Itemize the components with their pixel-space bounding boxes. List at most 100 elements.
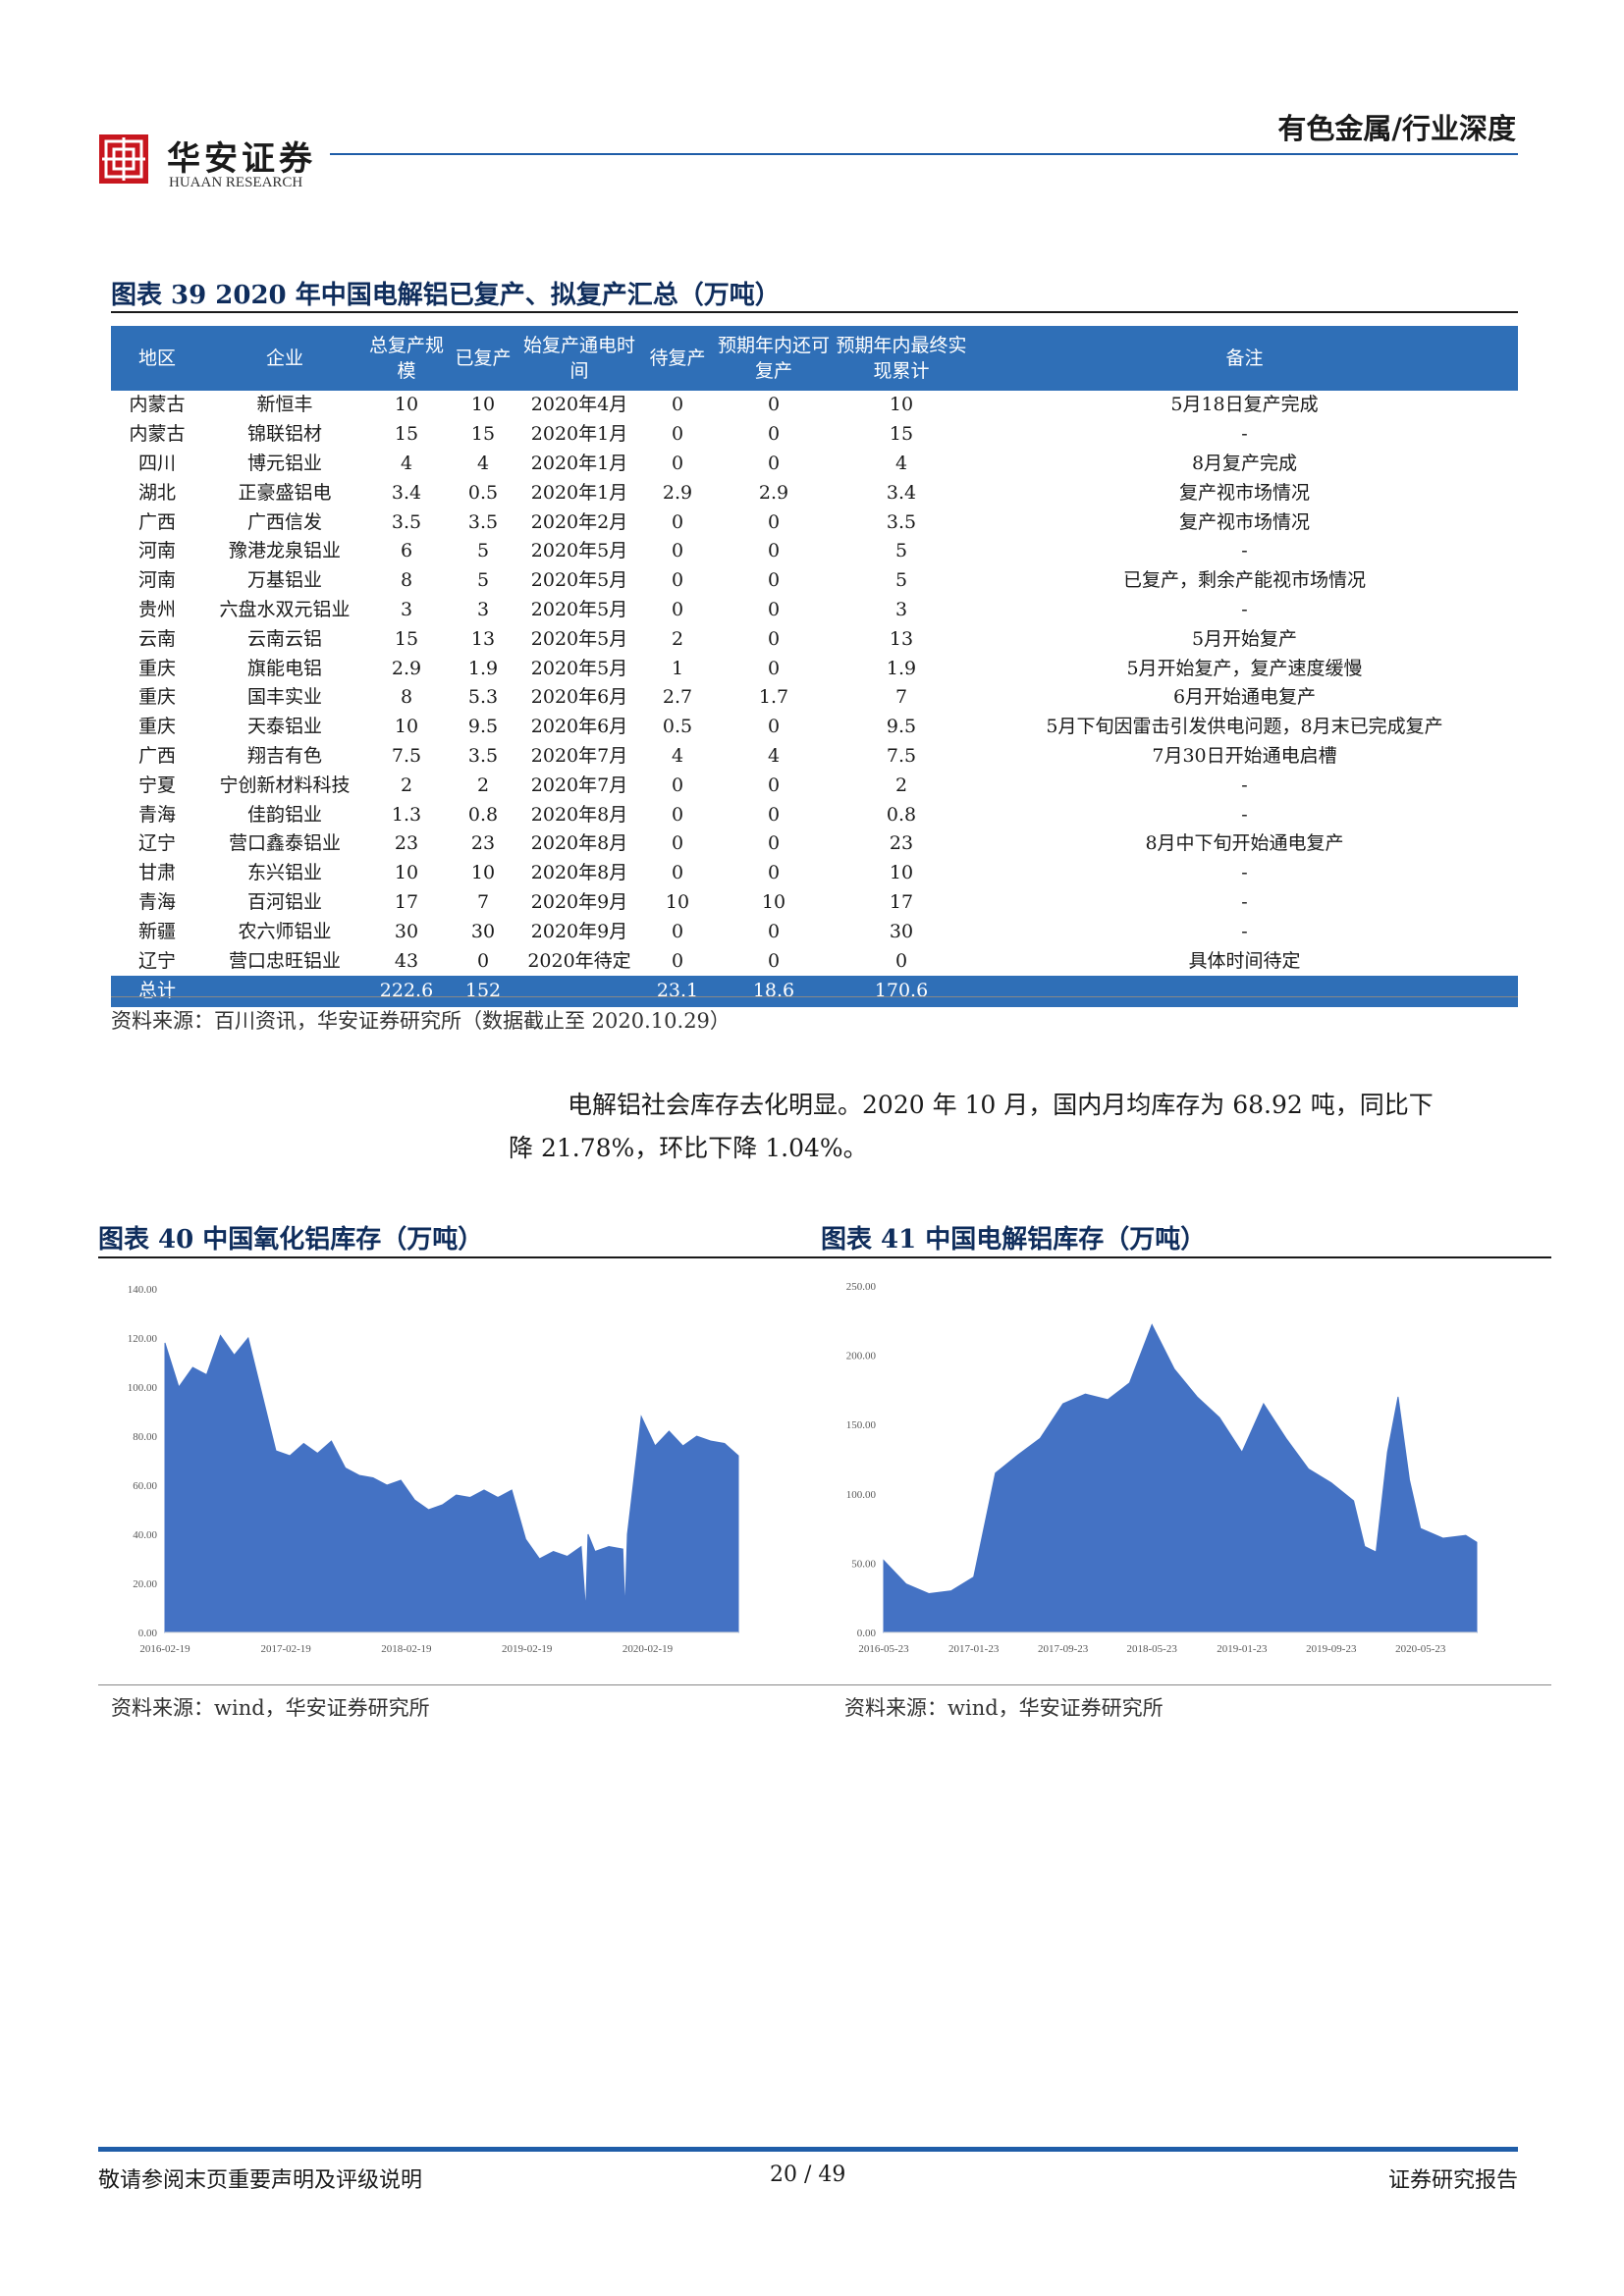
table-cell: 营口鑫泰铝业 <box>228 832 341 855</box>
table-cell: 辽宁 <box>137 949 176 972</box>
table-cell: 3.4 <box>391 481 422 504</box>
chart-40-title: 图表 40 中国氧化铝库存（万吨） <box>98 1225 484 1255</box>
table-cell: 2020年5月 <box>530 627 628 650</box>
table-cell: 23 <box>470 832 496 855</box>
table-row: 广西 广西信发 3.5 3.5 2020年2月 0 0 3.5 复产视市场情况 <box>111 507 1518 537</box>
table-cell: 0 <box>671 920 684 942</box>
table-cell: 17 <box>889 890 914 913</box>
table-cell: 30 <box>889 920 914 942</box>
table-cell: 0 <box>671 452 684 474</box>
table-row: 青海 佳韵铝业 1.3 0.8 2020年8月 0 0 0.8 - <box>111 800 1518 829</box>
total-cell: 152 <box>447 975 519 1007</box>
table-row: 四川 博元铝业 4 4 2020年1月 0 0 4 8月复产完成 <box>111 450 1518 479</box>
x-tick-label: 2017-01-23 <box>948 1643 1000 1655</box>
table-cell: 宁创新材料科技 <box>219 774 351 796</box>
table-cell: 0 <box>671 774 684 796</box>
table-cell: 2.7 <box>662 686 693 709</box>
col-header: 地区 <box>111 326 203 391</box>
table-cell: 博元铝业 <box>246 452 322 474</box>
table-cell: 重庆 <box>137 657 176 679</box>
table-cell: 2020年9月 <box>530 920 628 942</box>
inventory-area-series <box>883 1323 1478 1633</box>
table-cell: 0 <box>894 949 908 972</box>
table-cell: 0 <box>671 862 684 884</box>
chart-bottom-rule <box>98 1684 1551 1685</box>
table-cell: 2 <box>671 627 684 650</box>
table-title-rule <box>111 311 1518 313</box>
total-cell: 222.6 <box>366 975 447 1007</box>
table-cell: 8 <box>400 569 413 592</box>
table-cell: 万基铝业 <box>246 569 322 592</box>
table-cell: 2020年1月 <box>530 423 628 446</box>
table-cell: 2020年7月 <box>530 744 628 767</box>
table-cell: 3 <box>476 598 490 620</box>
table-cell: 2020年5月 <box>530 569 628 592</box>
table-cell: 重庆 <box>137 686 176 709</box>
table-cell: 8月复产完成 <box>1191 452 1298 474</box>
table-row: 广西 翔吉有色 7.5 3.5 2020年7月 4 4 7.5 7月30日开始通电启槽 <box>111 742 1518 772</box>
table-cell: 新疆 <box>137 920 176 942</box>
table-cell: 0 <box>767 569 781 592</box>
table-cell: 4 <box>400 452 413 474</box>
aluminum-inventory-chart: 250.00 200.00 150.00 100.00 50.00 0.00 2016-05… <box>846 1281 1478 1655</box>
table-cell: 内蒙古 <box>129 423 186 446</box>
table-cell: 2020年6月 <box>530 716 628 738</box>
table-row: 青海 百河铝业 17 7 2020年9月 10 10 17 - <box>111 888 1518 918</box>
table-cell: 2020年4月 <box>530 394 628 416</box>
table-cell: 0 <box>767 452 781 474</box>
table-cell: 国丰实业 <box>246 686 322 709</box>
page-number: 20 / 49 <box>770 2163 846 2187</box>
y-tick-label: 0.00 <box>138 1628 158 1639</box>
table-cell: 3.5 <box>467 510 499 533</box>
table-cell: 青海 <box>137 890 176 913</box>
y-tick-label: 100.00 <box>846 1489 877 1501</box>
table-cell: 广西 <box>137 510 176 533</box>
table-cell: 5.3 <box>467 686 499 709</box>
table-cell: 0 <box>671 423 684 446</box>
table-source: 资料来源：百川资讯，华安证券研究所（数据截止至 2020.10.29） <box>111 1009 731 1033</box>
table-cell: 湖北 <box>137 481 176 504</box>
table-cell: 7月30日开始通电启槽 <box>1152 744 1337 767</box>
total-cell <box>203 975 366 1007</box>
table-row: 重庆 国丰实业 8 5.3 2020年6月 2.7 1.7 7 6月开始通电复产 <box>111 683 1518 713</box>
table-cell: 营口忠旺铝业 <box>228 949 341 972</box>
table-cell: 7 <box>894 686 908 709</box>
table-cell: 0 <box>767 627 781 650</box>
table-cell: 6月开始通电复产 <box>1172 686 1317 709</box>
table-cell: 5 <box>476 569 490 592</box>
table-cell: 5月18日复产完成 <box>1170 394 1319 416</box>
table-row: 重庆 天泰铝业 10 9.5 2020年6月 0.5 0 9.5 5月下旬因雷击引发供电问题，8… <box>111 713 1518 742</box>
table-cell: 7.5 <box>886 744 917 767</box>
total-cell: 170.6 <box>832 975 971 1007</box>
table-total-row: 总计 222.6 152 23.1 18.6 170.6 <box>111 975 1518 1007</box>
table-cell: 0.5 <box>662 716 693 738</box>
report-category: 有色金属/行业深度 <box>1277 112 1516 145</box>
table-cell: 0 <box>671 832 684 855</box>
paragraph-line-1: 电解铝社会库存去化明显。2020 年 10 月，国内月均库存为 68.92 吨，… <box>568 1091 1434 1119</box>
table-cell: 0 <box>767 949 781 972</box>
chart-40-source: 资料来源：wind，华安证券研究所 <box>111 1696 430 1720</box>
table-cell: 0 <box>671 569 684 592</box>
table-cell: 0 <box>671 510 684 533</box>
table-cell: 广西 <box>137 744 176 767</box>
table-cell: 1.3 <box>391 803 422 826</box>
table-cell: 2020年1月 <box>530 481 628 504</box>
table-cell: 河南 <box>137 540 176 562</box>
table-row: 内蒙古 锦联铝材 15 15 2020年1月 0 0 15 - <box>111 420 1518 450</box>
table-cell: 2020年8月 <box>530 832 628 855</box>
table-title: 图表 39 2020 年中国电解铝已复产、拟复产汇总（万吨） <box>111 281 781 310</box>
table-cell: 0 <box>767 423 781 446</box>
table-row: 辽宁 营口忠旺铝业 43 0 2020年待定 0 0 0 具体时间待定 <box>111 946 1518 976</box>
table-cell: 10 <box>394 862 419 884</box>
table-cell: 5月开始复产，复产速度缓慢 <box>1126 657 1363 679</box>
table-cell: 1.7 <box>758 686 789 709</box>
table-cell: 青海 <box>137 803 176 826</box>
table-cell: 复产视市场情况 <box>1178 481 1310 504</box>
table-cell: 东兴铝业 <box>246 862 322 884</box>
table-cell: 3 <box>400 598 413 620</box>
total-cell: 18.6 <box>716 975 832 1007</box>
x-tick-label: 2018-05-23 <box>1127 1643 1178 1655</box>
chart-title-rule <box>98 1256 1551 1258</box>
table-cell: 10 <box>470 394 496 416</box>
table-cell: 2020年5月 <box>530 540 628 562</box>
